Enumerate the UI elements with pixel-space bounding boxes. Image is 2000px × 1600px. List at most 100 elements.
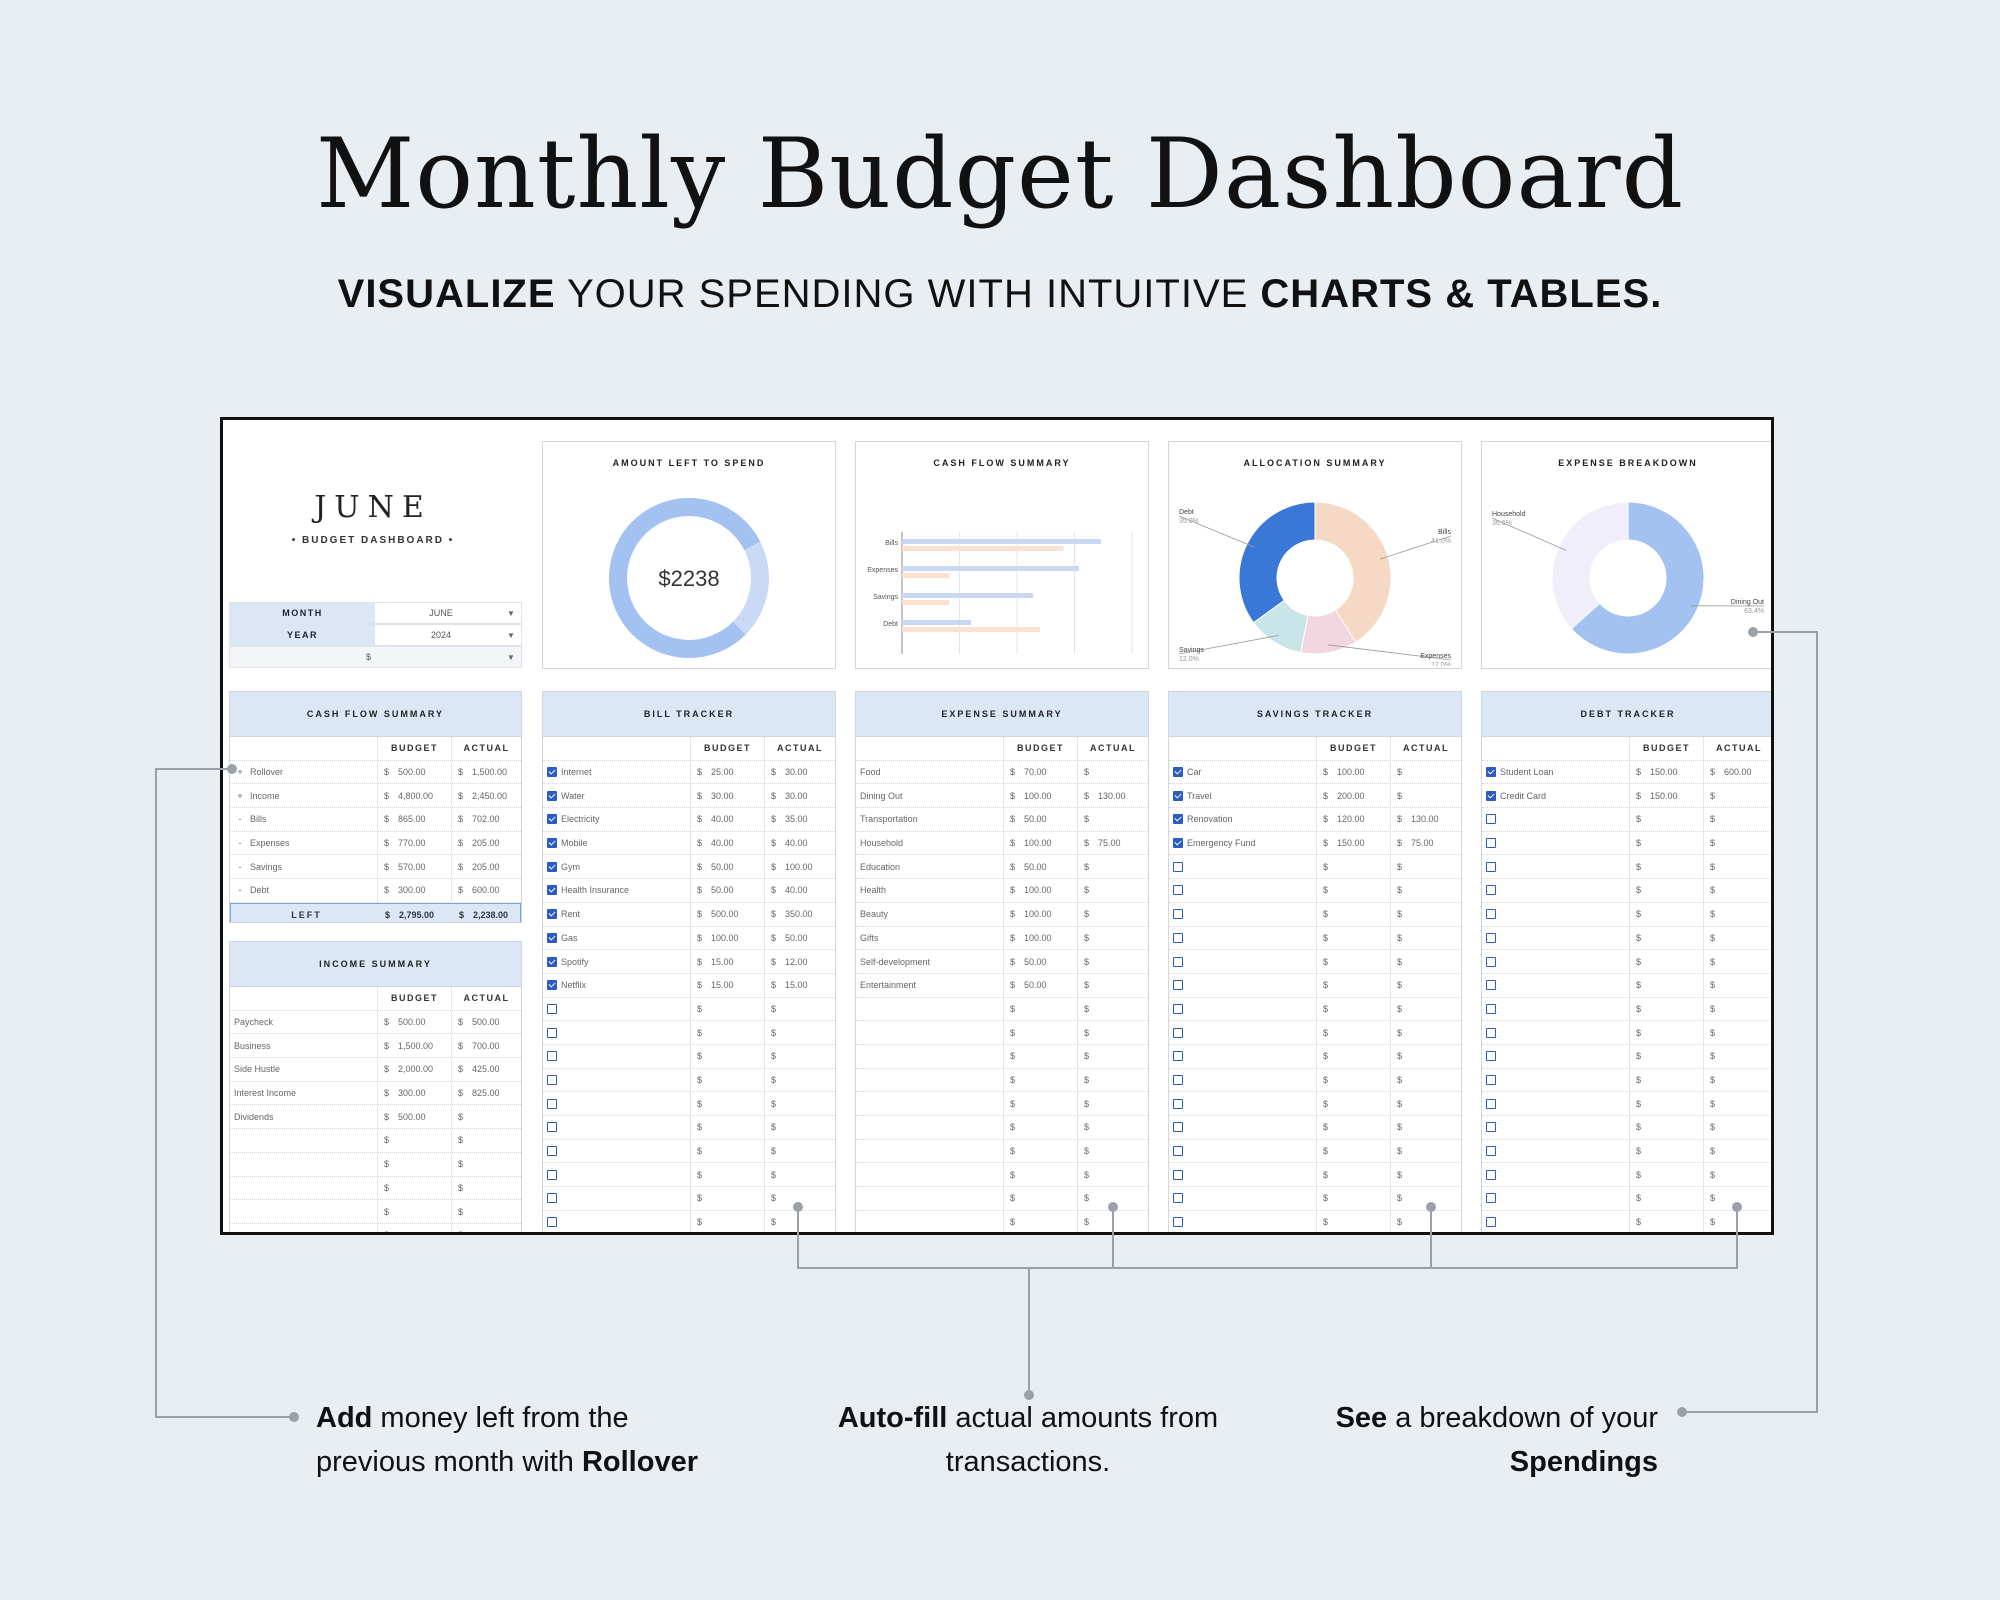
row-label-cell[interactable] bbox=[1169, 1234, 1317, 1235]
row-label-cell[interactable] bbox=[1169, 1163, 1317, 1187]
row-label-cell[interactable]: Gas bbox=[543, 926, 691, 950]
row-checkbox[interactable] bbox=[1486, 814, 1496, 825]
row-label-cell[interactable]: Internet bbox=[543, 760, 691, 784]
row-label-cell[interactable]: Netflix bbox=[543, 973, 691, 997]
row-checkbox[interactable] bbox=[1173, 1027, 1183, 1038]
row-label-cell[interactable] bbox=[1169, 950, 1317, 973]
row-label-cell[interactable] bbox=[543, 1163, 691, 1187]
row-checkbox[interactable] bbox=[1173, 932, 1183, 943]
row-checkbox[interactable] bbox=[1486, 790, 1496, 801]
row-checkbox[interactable] bbox=[547, 814, 557, 825]
row-label-cell[interactable]: Electricity bbox=[543, 808, 691, 831]
row-label-cell[interactable]: Spotify bbox=[543, 950, 691, 973]
row-label-cell[interactable]: Travel bbox=[1169, 784, 1317, 808]
row-label-cell[interactable]: Renovation bbox=[1169, 808, 1317, 831]
row-checkbox[interactable] bbox=[1173, 1193, 1183, 1204]
row-label-cell[interactable] bbox=[1169, 973, 1317, 997]
row-label-cell[interactable] bbox=[1482, 879, 1630, 902]
row-checkbox[interactable] bbox=[1486, 1146, 1496, 1157]
row-checkbox[interactable] bbox=[1486, 1122, 1496, 1133]
row-checkbox[interactable] bbox=[1173, 767, 1183, 778]
row-checkbox[interactable] bbox=[547, 1027, 557, 1038]
row-label-cell[interactable]: Gym bbox=[543, 855, 691, 879]
row-checkbox[interactable] bbox=[1486, 1051, 1496, 1062]
row-checkbox[interactable] bbox=[1173, 790, 1183, 801]
row-checkbox[interactable] bbox=[1486, 956, 1496, 967]
row-label-cell[interactable] bbox=[543, 1210, 691, 1232]
row-checkbox[interactable] bbox=[547, 1003, 557, 1014]
row-checkbox[interactable] bbox=[547, 1074, 557, 1085]
row-label-cell[interactable] bbox=[1482, 1187, 1630, 1210]
row-label-cell[interactable] bbox=[1482, 926, 1630, 950]
row-label-cell[interactable]: Health Insurance bbox=[543, 879, 691, 902]
row-label-cell[interactable] bbox=[1482, 1139, 1630, 1163]
row-label-cell[interactable]: Mobile bbox=[543, 831, 691, 855]
row-label-cell[interactable] bbox=[1482, 808, 1630, 831]
row-checkbox[interactable] bbox=[1173, 1146, 1183, 1157]
row-label-cell[interactable] bbox=[543, 1116, 691, 1139]
row-checkbox[interactable] bbox=[547, 1169, 557, 1180]
row-label-cell[interactable] bbox=[1482, 1234, 1630, 1235]
row-checkbox[interactable] bbox=[547, 1051, 557, 1062]
row-checkbox[interactable] bbox=[1486, 980, 1496, 991]
row-checkbox[interactable] bbox=[1486, 1217, 1496, 1228]
row-label-cell[interactable] bbox=[1482, 1163, 1630, 1187]
month-select[interactable]: MONTH JUNE ▼ bbox=[229, 602, 522, 624]
row-checkbox[interactable] bbox=[1173, 1169, 1183, 1180]
row-label-cell[interactable] bbox=[1169, 1044, 1317, 1068]
row-label-cell[interactable] bbox=[1169, 1021, 1317, 1044]
row-label-cell[interactable] bbox=[543, 1187, 691, 1210]
row-checkbox[interactable] bbox=[1173, 838, 1183, 849]
row-label-cell[interactable]: Emergency Fund bbox=[1169, 831, 1317, 855]
row-checkbox[interactable] bbox=[1173, 885, 1183, 896]
row-checkbox[interactable] bbox=[1173, 1074, 1183, 1085]
row-checkbox[interactable] bbox=[1173, 1122, 1183, 1133]
row-label-cell[interactable] bbox=[543, 1044, 691, 1068]
row-label-cell[interactable]: Car bbox=[1169, 760, 1317, 784]
row-checkbox[interactable] bbox=[1486, 909, 1496, 920]
row-checkbox[interactable] bbox=[1486, 1169, 1496, 1180]
year-select[interactable]: YEAR 2024 ▼ bbox=[229, 624, 522, 646]
row-label-cell[interactable] bbox=[1482, 855, 1630, 879]
row-label-cell[interactable] bbox=[1482, 997, 1630, 1021]
row-label-cell[interactable] bbox=[1482, 1092, 1630, 1115]
row-checkbox[interactable] bbox=[1173, 1098, 1183, 1109]
chevron-down-icon[interactable]: ▼ bbox=[507, 608, 515, 618]
row-label-cell[interactable] bbox=[1482, 902, 1630, 926]
row-label-cell[interactable] bbox=[1169, 997, 1317, 1021]
row-label-cell[interactable] bbox=[543, 1092, 691, 1115]
row-checkbox[interactable] bbox=[547, 980, 557, 991]
row-checkbox[interactable] bbox=[1486, 1193, 1496, 1204]
row-checkbox[interactable] bbox=[1486, 1074, 1496, 1085]
row-label-cell[interactable]: Rent bbox=[543, 902, 691, 926]
row-checkbox[interactable] bbox=[1486, 767, 1496, 778]
row-checkbox[interactable] bbox=[1173, 814, 1183, 825]
row-checkbox[interactable] bbox=[1173, 909, 1183, 920]
row-checkbox[interactable] bbox=[547, 767, 557, 778]
row-label-cell[interactable] bbox=[1169, 1116, 1317, 1139]
row-label-cell[interactable] bbox=[543, 997, 691, 1021]
row-checkbox[interactable] bbox=[547, 1193, 557, 1204]
row-checkbox[interactable] bbox=[547, 932, 557, 943]
row-label-cell[interactable] bbox=[1169, 902, 1317, 926]
currency-select[interactable]: $ ▼ bbox=[229, 646, 522, 668]
row-checkbox[interactable] bbox=[1486, 861, 1496, 872]
row-label-cell[interactable] bbox=[1169, 1092, 1317, 1115]
row-checkbox[interactable] bbox=[547, 1122, 557, 1133]
row-label-cell[interactable]: Student Loan bbox=[1482, 760, 1630, 784]
row-label-cell[interactable] bbox=[1169, 855, 1317, 879]
row-checkbox[interactable] bbox=[1173, 980, 1183, 991]
row-checkbox[interactable] bbox=[1173, 861, 1183, 872]
row-checkbox[interactable] bbox=[1486, 838, 1496, 849]
row-checkbox[interactable] bbox=[547, 861, 557, 872]
row-label-cell[interactable] bbox=[1169, 1068, 1317, 1092]
row-label-cell[interactable]: Credit Card bbox=[1482, 784, 1630, 808]
chevron-down-icon[interactable]: ▼ bbox=[507, 652, 515, 662]
row-checkbox[interactable] bbox=[547, 909, 557, 920]
row-label-cell[interactable] bbox=[1169, 1187, 1317, 1210]
row-label-cell[interactable] bbox=[1482, 973, 1630, 997]
row-checkbox[interactable] bbox=[1173, 1217, 1183, 1228]
row-label-cell[interactable] bbox=[1169, 926, 1317, 950]
row-label-cell[interactable] bbox=[543, 1068, 691, 1092]
row-checkbox[interactable] bbox=[1486, 932, 1496, 943]
